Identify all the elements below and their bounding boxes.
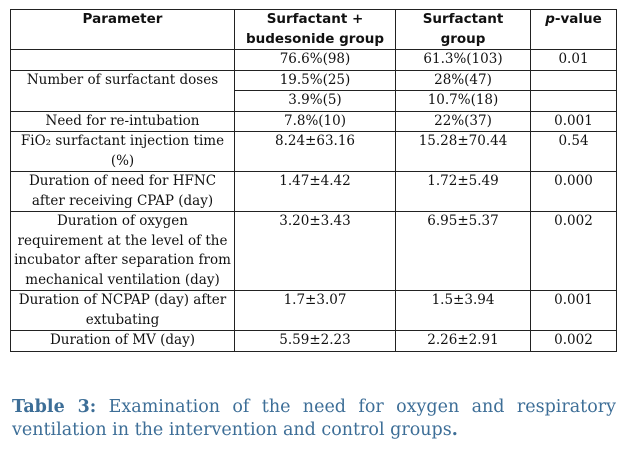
cell-group1: 3.20±3.43 xyxy=(234,211,396,291)
table-caption: Table 3: Examination of the need for oxy… xyxy=(12,396,616,442)
cell-parameter xyxy=(10,49,235,71)
cell-group2: 1.5±3.94 xyxy=(395,290,531,331)
cell-group1: 1.7±3.07 xyxy=(234,290,396,331)
cell-group2: 28%(47) xyxy=(395,69,531,91)
cell-p-value: 0.001 xyxy=(530,110,617,132)
table-row: Need for re-intubation 7.8%(10) 22%(37) … xyxy=(10,110,617,132)
table-row: FiO₂ surfactant injection time (%) 8.24±… xyxy=(10,131,617,172)
cell-p-value: 0.002 xyxy=(530,330,617,352)
cell-group2: 10.7%(18) xyxy=(395,90,531,112)
header-surfactant-group: Surfactant group xyxy=(395,9,531,50)
cell-group1: 19.5%(25) xyxy=(234,69,396,91)
cell-group1: 3.9%(5) xyxy=(234,90,396,112)
results-table: Parameter Surfactant + budesonide group … xyxy=(10,9,617,352)
cell-parameter: Number of surfactant doses xyxy=(10,69,235,112)
cell-group2: 1.72±5.49 xyxy=(395,171,531,212)
cell-group1: 76.6%(98) xyxy=(234,49,396,71)
table-row: Duration of NCPAP (day) after extubating… xyxy=(10,290,617,331)
table-header-row: Parameter Surfactant + budesonide group … xyxy=(10,9,617,50)
caption-period: . xyxy=(451,420,458,440)
cell-parameter: FiO₂ surfactant injection time (%) xyxy=(10,131,235,172)
cell-parameter: Duration of oxygen requirement at the le… xyxy=(10,211,235,291)
header-p-suffix: -value xyxy=(554,11,602,27)
cell-parameter: Duration of NCPAP (day) after extubating xyxy=(10,290,235,331)
cell-p-value: 0.001 xyxy=(530,290,617,331)
cell-group2: 22%(37) xyxy=(395,110,531,132)
header-p-value: p-value xyxy=(530,9,617,50)
table-row: 76.6%(98) 61.3%(103) 0.01 xyxy=(10,49,617,71)
cell-group2: 61.3%(103) xyxy=(395,49,531,71)
cell-group1: 1.47±4.42 xyxy=(234,171,396,212)
cell-p-value: 0.000 xyxy=(530,171,617,212)
cell-group1: 5.59±2.23 xyxy=(234,330,396,352)
header-surfactant-budesonide-group: Surfactant + budesonide group xyxy=(234,9,396,50)
cell-p-value: 0.54 xyxy=(530,131,617,172)
cell-parameter: Duration of need for HFNC after receivin… xyxy=(10,171,235,212)
cell-p-value xyxy=(530,90,617,112)
header-p-letter: p xyxy=(545,11,555,27)
cell-group1: 7.8%(10) xyxy=(234,110,396,132)
table-row: Duration of oxygen requirement at the le… xyxy=(10,211,617,291)
cell-p-value: 0.01 xyxy=(530,49,617,71)
table-row: Duration of need for HFNC after receivin… xyxy=(10,171,617,212)
cell-p-value xyxy=(530,69,617,91)
cell-group2: 6.95±5.37 xyxy=(395,211,531,291)
cell-parameter: Need for re-intubation xyxy=(10,110,235,132)
results-table-container: Parameter Surfactant + budesonide group … xyxy=(10,9,617,352)
cell-group2: 15.28±70.44 xyxy=(395,131,531,172)
table-row: Number of surfactant doses 19.5%(25) 28%… xyxy=(10,69,617,112)
caption-label: Table 3: xyxy=(12,397,97,417)
cell-parameter: Duration of MV (day) xyxy=(10,330,235,352)
cell-p-value: 0.002 xyxy=(530,211,617,291)
caption-text: Examination of the need for oxygen and r… xyxy=(12,397,617,440)
cell-group2: 2.26±2.91 xyxy=(395,330,531,352)
table-row: Duration of MV (day) 5.59±2.23 2.26±2.91… xyxy=(10,330,617,352)
cell-group1: 8.24±63.16 xyxy=(234,131,396,172)
header-parameter: Parameter xyxy=(10,9,235,50)
